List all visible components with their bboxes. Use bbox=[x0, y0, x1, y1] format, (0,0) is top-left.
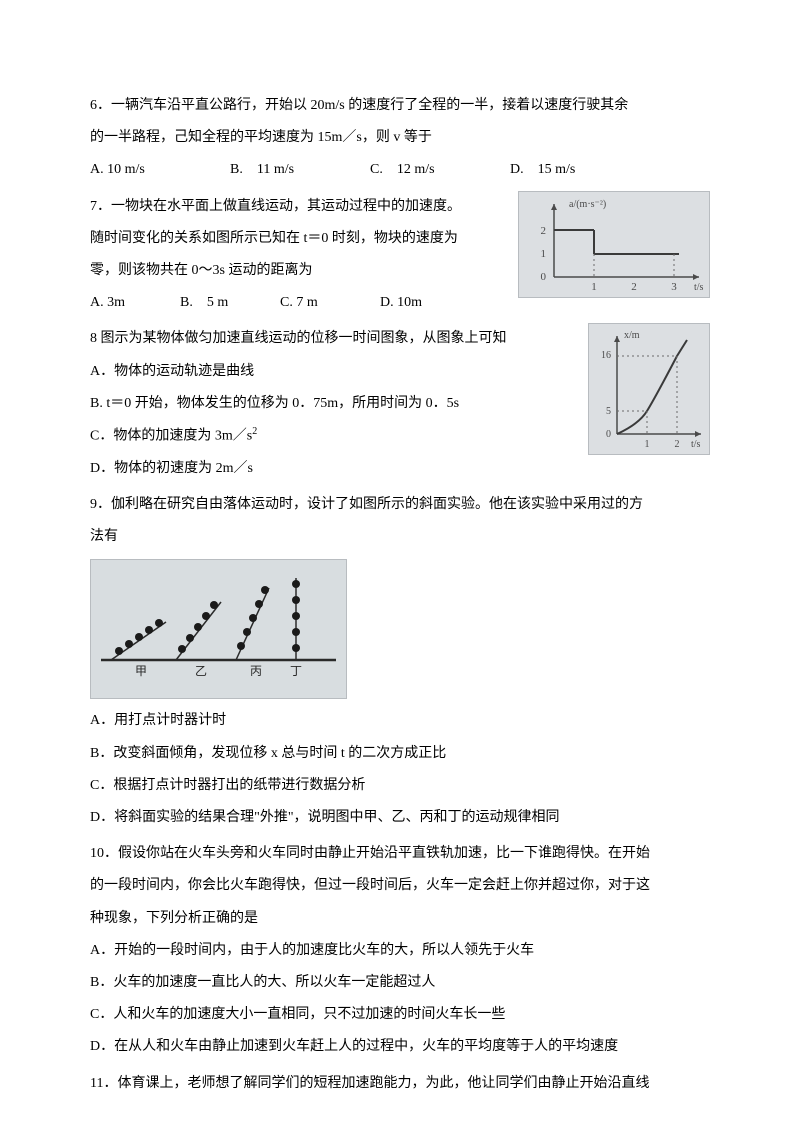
q6-stem-line1: 6．一辆汽车沿平直公路行，开始以 20m/s 的速度行了全程的一半，接着以速度行… bbox=[90, 90, 710, 122]
svg-text:a/(m·s⁻²): a/(m·s⁻²) bbox=[569, 199, 606, 210]
q7-opt-c: C. 7 m bbox=[280, 287, 380, 319]
svg-text:t/s: t/s bbox=[691, 439, 701, 450]
q9-opt-b: B．改变斜面倾角，发现位移 x 总与时间 t 的二次方成正比 bbox=[90, 738, 710, 770]
q9-opt-a: A．用打点计时器计时 bbox=[90, 705, 710, 737]
svg-text:2: 2 bbox=[675, 439, 680, 450]
q6-opt-d: D. 15 m/s bbox=[510, 154, 650, 186]
q8-opt-b: B. t＝0 开始，物体发生的位移为 0．75m，所用时间为 0．5s bbox=[90, 388, 578, 420]
q6-opt-c: C. 12 m/s bbox=[370, 154, 510, 186]
q8-opt-c: C．物体的加速度为 3m／s2 bbox=[90, 420, 578, 453]
q8-opt-d: D．物体的初速度为 2m／s bbox=[90, 453, 578, 485]
q10-opt-b: B．火车的加速度一直比人的大、所以火车一定能超过人 bbox=[90, 967, 710, 999]
q9-stem-line1: 9．伽利略在研究自由落体运动时，设计了如图所示的斜面实验。他在该实验中采用过的方 bbox=[90, 489, 710, 521]
q7-opt-d: D. 10m bbox=[380, 287, 480, 319]
q8-stem: 8 图示为某物体做匀加速直线运动的位移一时间图象，从图象上可知 bbox=[90, 323, 578, 355]
q9-opt-d: D．将斜面实验的结果合理"外推"，说明图中甲、乙、丙和丁的运动规律相同 bbox=[90, 802, 710, 834]
q10-opt-c: C．人和火车的加速度大小一直相同，只不过加速的时间火车长一些 bbox=[90, 999, 710, 1031]
q6-opt-b: B. 11 m/s bbox=[230, 154, 370, 186]
q10-stem-line2: 的一段时间内，你会比火车跑得快，但过一段时间后，火车一定会赶上你并超过你，对于这 bbox=[90, 870, 710, 902]
svg-text:0: 0 bbox=[606, 429, 611, 440]
q7-figure: 2 1 0 1 2 3 a/(m·s⁻²) t/s bbox=[518, 191, 710, 298]
q9-opt-c: C．根据打点计时器打出的纸带进行数据分析 bbox=[90, 770, 710, 802]
svg-text:甲: 甲 bbox=[135, 664, 147, 678]
q8-figure: 16 5 0 1 2 x/m t/s bbox=[588, 323, 710, 455]
svg-text:2: 2 bbox=[631, 281, 637, 293]
svg-text:1: 1 bbox=[645, 439, 650, 450]
svg-text:丁: 丁 bbox=[290, 664, 302, 678]
svg-text:3: 3 bbox=[671, 281, 677, 293]
q10-stem-line1: 10．假设你站在火车头旁和火车同时由静止开始沿平直铁轨加速，比一下谁跑得快。在开… bbox=[90, 838, 710, 870]
q7-options: A. 3m B. 5 m C. 7 m D. 10m bbox=[90, 287, 508, 319]
svg-text:16: 16 bbox=[601, 350, 611, 361]
q6-opt-a: A. 10 m/s bbox=[90, 154, 230, 186]
q7-stem-line3: 零，则该物共在 0～3s 运动的距离为 bbox=[90, 255, 508, 287]
svg-text:丙: 丙 bbox=[250, 664, 262, 678]
svg-text:5: 5 bbox=[606, 406, 611, 417]
q9-stem-line2: 法有 bbox=[90, 521, 710, 553]
svg-text:t/s: t/s bbox=[694, 282, 704, 293]
q8-opt-a: A．物体的运动轨迹是曲线 bbox=[90, 356, 578, 388]
q7-opt-a: A. 3m bbox=[90, 287, 180, 319]
q10-opt-d: D．在从人和火车由静止加速到火车赶上人的过程中，火车的平均度等于人的平均速度 bbox=[90, 1031, 710, 1063]
svg-text:0: 0 bbox=[541, 271, 547, 283]
q6-stem-line2: 的一半路程，己知全程的平均速度为 15m／s，则 v 等于 bbox=[90, 122, 710, 154]
q10-stem-line3: 种现象，下列分析正确的是 bbox=[90, 903, 710, 935]
q7-stem-line1: 7．一物块在水平面上做直线运动，其运动过程中的加速度。 bbox=[90, 191, 508, 223]
q7-opt-b: B. 5 m bbox=[180, 287, 280, 319]
q7-stem-line2: 随时间变化的关系如图所示已知在 t＝0 时刻，物块的速度为 bbox=[90, 223, 508, 255]
q10-opt-a: A．开始的一段时间内，由于人的加速度比火车的大，所以人领先于火车 bbox=[90, 935, 710, 967]
svg-text:1: 1 bbox=[591, 281, 597, 293]
svg-text:1: 1 bbox=[541, 248, 547, 260]
q9-figure: 甲 乙 丙 丁 bbox=[90, 559, 347, 699]
svg-text:x/m: x/m bbox=[624, 330, 640, 341]
svg-text:2: 2 bbox=[541, 225, 547, 237]
q6-options: A. 10 m/s B. 11 m/s C. 12 m/s D. 15 m/s bbox=[90, 154, 710, 186]
q11-stem: 11．体育课上，老师想了解同学们的短程加速跑能力，为此，他让同学们由静止开始沿直… bbox=[90, 1068, 710, 1100]
svg-text:乙: 乙 bbox=[195, 664, 207, 678]
